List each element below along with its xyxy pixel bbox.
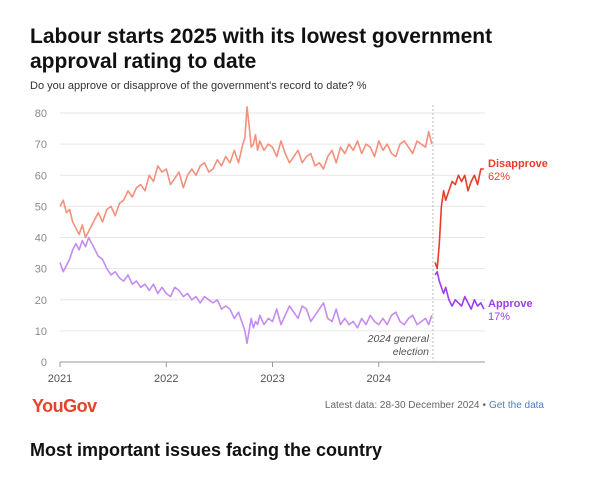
x-tick-label: 2022	[154, 373, 178, 385]
section-title-issues: Most important issues facing the country	[30, 440, 383, 460]
footer-separator: •	[482, 400, 486, 411]
approval-line-chart: 0 10 20 30 40 50 60 70 80 2021 2022 2023 2024 2024 ge…	[35, 105, 548, 385]
y-tick-label: 10	[35, 326, 47, 338]
disapprove-end-label: Disapprove	[488, 158, 548, 170]
y-tick-label: 60	[35, 170, 47, 182]
approve-end-label: Approve	[488, 298, 533, 310]
y-tick-label: 50	[35, 201, 47, 213]
election-annotation: election	[393, 346, 429, 358]
get-the-data-link[interactable]: Get the data	[488, 400, 544, 411]
approve-end-value: 17%	[488, 311, 510, 323]
y-tick-label: 20	[35, 295, 47, 307]
election-annotation: 2024 general	[367, 333, 430, 345]
y-tick-label: 0	[41, 357, 47, 369]
chart-subtitle: Do you approve or disapprove of the gove…	[30, 80, 367, 92]
x-tick-label: 2021	[48, 373, 72, 385]
disapprove-end-value: 62%	[488, 171, 510, 183]
x-tick-label: 2023	[260, 373, 284, 385]
disapprove-previous-government-line	[59, 106, 433, 239]
y-tick-label: 30	[35, 264, 47, 276]
yougov-logo[interactable]: YouGov	[32, 396, 97, 416]
y-tick-label: 80	[35, 108, 47, 120]
approve-previous-government-line	[59, 236, 433, 345]
chart-title: Labour starts 2025 with its lowest gover…	[30, 25, 493, 73]
latest-data-note: Latest data: 28-30 December 2024	[324, 400, 480, 411]
x-tick-label: 2024	[367, 373, 391, 385]
chart-footer: Latest data: 28-30 December 2024 • Get the…	[325, 400, 544, 411]
y-tick-label: 70	[35, 139, 47, 151]
y-tick-label: 40	[35, 233, 47, 245]
approve-line	[434, 270, 485, 310]
disapprove-line	[434, 168, 484, 270]
